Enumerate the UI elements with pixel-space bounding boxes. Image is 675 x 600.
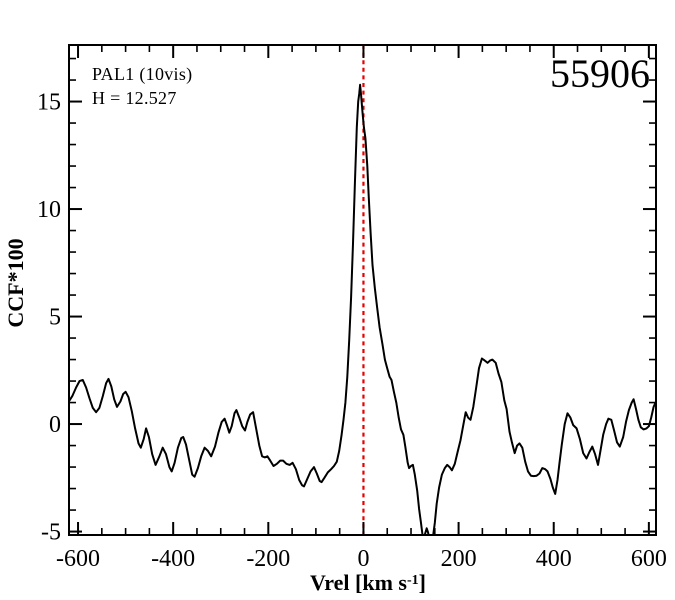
x-axis-title-bracket: ] (418, 570, 426, 595)
epoch-label: 55906 (550, 51, 650, 96)
h-magnitude-label: H = 12.527 (92, 88, 177, 108)
x-axis-title-superscript: -1 (406, 573, 419, 588)
y-tick-label: 0 (49, 412, 61, 438)
x-axis-title: Vrel [km s-1] (310, 570, 426, 596)
x-tick-label: 200 (441, 546, 477, 572)
y-tick-label: 5 (49, 305, 61, 331)
ccf-curve (70, 83, 655, 534)
x-tick-label: 400 (536, 546, 572, 572)
x-tick-label: -400 (151, 546, 195, 572)
x-tick-label: 600 (631, 546, 667, 572)
y-tick-label: 10 (37, 197, 61, 223)
x-tick-label: -200 (246, 546, 290, 572)
y-tick-label: 15 (37, 90, 61, 116)
y-tick-label: -5 (41, 520, 61, 546)
object-name-label: PAL1 (10vis) (92, 64, 193, 84)
x-tick-label: -600 (56, 546, 100, 572)
x-axis-title-text: Vrel [km s (310, 570, 407, 595)
x-tick-label: 0 (357, 546, 369, 572)
y-axis-title: CCF*100 (3, 238, 28, 328)
